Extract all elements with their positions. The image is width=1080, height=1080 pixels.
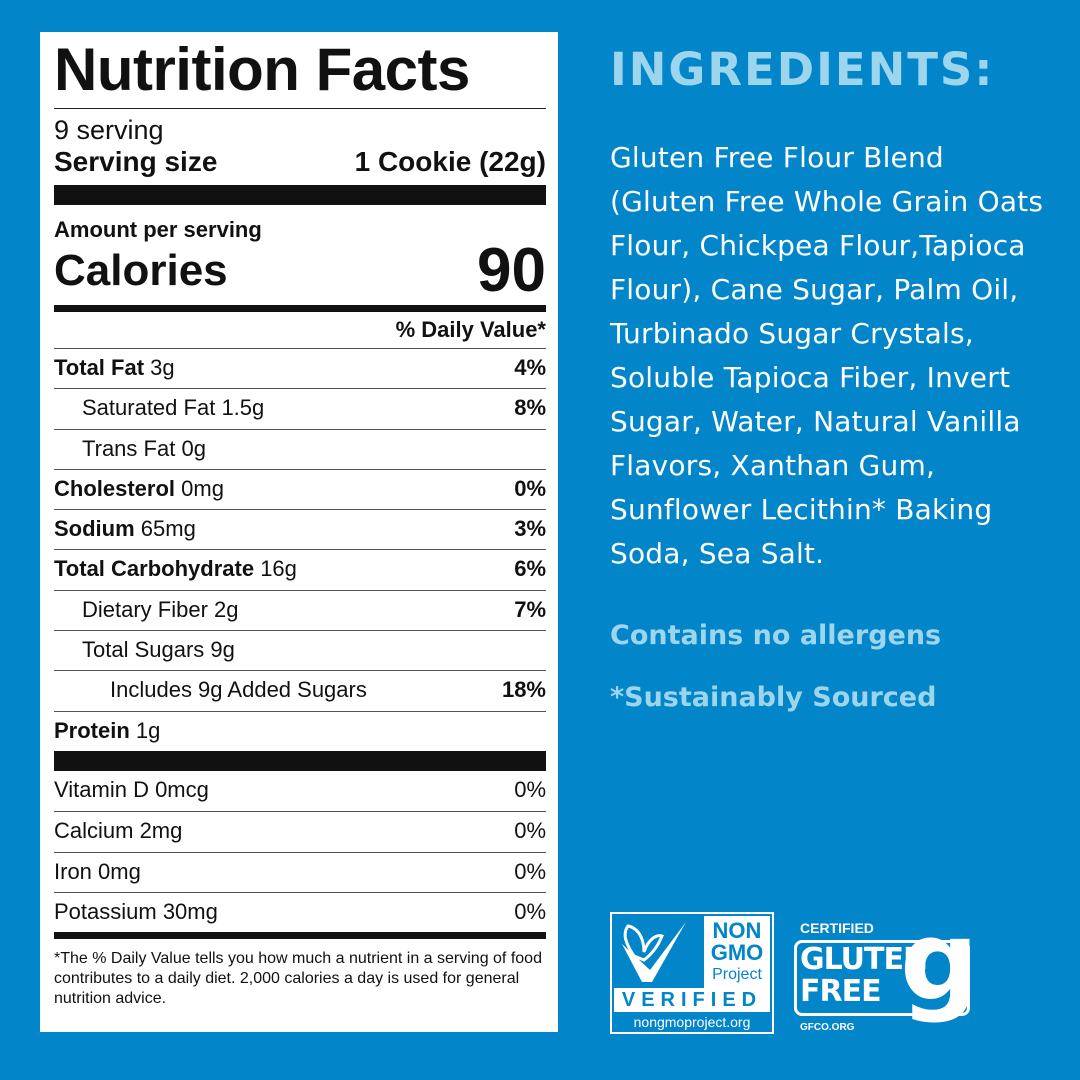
nutrient-amount: 2g — [214, 596, 239, 622]
certification-logos: NON GMO Project VERIFIED nongmoproject.org… — [610, 906, 980, 1034]
nutrient-row: Includes 9g Added Sugars 18% — [54, 670, 546, 710]
allergen-note: Contains no allergens — [610, 620, 942, 651]
calories-value: 90 — [477, 236, 546, 305]
ingredients-panel: INGREDIENTS: Gluten Free Flour Blend (Gl… — [610, 40, 1050, 716]
servings-per-container: 9 serving — [54, 115, 164, 145]
gf-line1: GLUTEN — [800, 942, 928, 977]
nutrient-name: Protein 1g — [54, 712, 160, 751]
nutrient-dv: 0% — [514, 475, 546, 501]
nutrient-dv: 18% — [501, 677, 546, 703]
nutrient-row: Sodium 65mg 3% — [54, 509, 546, 549]
serving-size-label: Serving size — [54, 146, 218, 177]
medium-divider — [54, 932, 546, 940]
vitamin-dv: 0% — [514, 858, 546, 884]
nutrient-dv: 4% — [514, 355, 546, 380]
vitamin-row: Potassium 30mg 0% — [54, 891, 546, 932]
nutrient-label: Includes 9g Added Sugars — [110, 677, 367, 703]
vitamin-name: Calcium 2mg — [54, 818, 183, 844]
nutrient-label: Trans Fat — [82, 435, 176, 461]
medium-divider — [54, 305, 546, 312]
nutrient-name: Total Fat 3g — [54, 349, 175, 388]
nutrient-label: Cholesterol — [54, 475, 176, 501]
nutrient-amount: 1g — [135, 717, 161, 743]
nutrient-row: Total Carbohydrate 16g 6% — [54, 549, 546, 589]
serving-size: Serving size 1 Cookie (22g) — [54, 145, 546, 179]
non-gmo-logo: NON GMO Project VERIFIED nongmoproject.org — [610, 912, 774, 1034]
nutrient-name: Sodium 65mg — [54, 510, 196, 549]
label-title: Nutrition Facts — [54, 36, 470, 103]
nutrient-row: Dietary Fiber 2g 7% — [54, 589, 546, 630]
nutrient-row: Total Fat 3g 4% — [54, 348, 546, 388]
nutrient-label: Sodium — [54, 516, 135, 542]
vitamin-name: Vitamin D 0mcg — [54, 776, 209, 802]
vitamin-name: Iron 0mg — [54, 858, 141, 884]
ingredients-text: Gluten Free Flour Blend (Gluten Free Who… — [610, 141, 1044, 570]
nutrient-name: Trans Fat 0g — [54, 430, 206, 469]
thick-divider — [54, 750, 546, 771]
ingredients-heading: INGREDIENTS: — [610, 43, 995, 96]
nutrient-label: Total Sugars — [82, 637, 205, 663]
nutrient-label: Total Fat — [54, 355, 145, 380]
thick-divider — [54, 185, 546, 205]
nutrient-amount: 3g — [150, 355, 175, 380]
nutrient-label: Protein — [54, 717, 130, 743]
nongmo-verified: VERIFIED — [614, 988, 770, 1012]
nutrient-list: Total Fat 3g 4% Saturated Fat 1.5g 8% Trans … — [54, 348, 546, 751]
nutrient-dv: 6% — [514, 556, 546, 582]
gf-certified: CERTIFIED — [800, 920, 874, 936]
nongmo-line2: GMO — [710, 940, 764, 965]
gf-line2: FREE — [800, 974, 882, 1009]
nutrient-name: Total Sugars 9g — [54, 631, 235, 670]
nutrient-name: Dietary Fiber 2g — [54, 591, 239, 630]
divider — [54, 108, 546, 109]
vitamin-name: Potassium 30mg — [54, 898, 218, 924]
nutrient-dv: 3% — [514, 516, 546, 542]
serving-size-value: 1 Cookie (22g) — [354, 146, 546, 177]
g-icon: g — [900, 897, 979, 1025]
vitamin-row: Iron 0mg 0% — [54, 851, 546, 892]
calories-label: Calories — [54, 246, 228, 295]
nongmo-line1: NON — [712, 918, 762, 943]
gluten-free-logo: CERTIFIED GLUTEN FREE g GFCO.ORG — [794, 906, 980, 1034]
nutrient-amount: 9g — [210, 637, 235, 663]
nutrient-name: Includes 9g Added Sugars — [54, 671, 367, 710]
nongmo-url: nongmoproject.org — [633, 1014, 751, 1030]
nutrient-amount: 65mg — [140, 516, 196, 542]
nutrient-dv: 7% — [514, 596, 546, 622]
nutrition-facts-label: Nutrition Facts 9 serving Serving size 1… — [40, 32, 558, 1032]
vitamin-row: Vitamin D 0mcg 0% — [54, 771, 546, 811]
daily-value-header: % Daily Value* — [395, 317, 546, 342]
nutrient-name: Saturated Fat 1.5g — [54, 389, 264, 428]
nutrient-name: Cholesterol 0mg — [54, 470, 224, 509]
footnote: *The % Daily Value tells you how much a … — [54, 950, 542, 1008]
sourcing-note: *Sustainably Sourced — [610, 682, 937, 713]
nutrient-amount: 1.5g — [221, 395, 265, 421]
nutrient-label: Total Carbohydrate — [54, 556, 255, 582]
vitamin-dv: 0% — [514, 898, 546, 924]
nutrient-row: Saturated Fat 1.5g 8% — [54, 388, 546, 428]
nongmo-line3: Project — [712, 966, 762, 983]
amount-per-serving: Amount per serving — [54, 217, 262, 242]
vitamin-list: Vitamin D 0mcg 0% Calcium 2mg 0% Iron 0mg 0% P… — [54, 771, 546, 932]
nutrient-name: Total Carbohydrate 16g — [54, 550, 297, 589]
nutrient-amount: 16g — [260, 556, 297, 582]
gf-url: GFCO.ORG — [800, 1022, 855, 1033]
vitamin-dv: 0% — [514, 776, 546, 802]
butterfly-check-icon — [622, 922, 686, 982]
nutrient-row: Cholesterol 0mg 0% — [54, 468, 546, 509]
nutrient-label: Saturated Fat — [82, 395, 216, 421]
nutrient-row: Protein 1g — [54, 710, 546, 751]
nutrient-row: Trans Fat 0g — [54, 428, 546, 469]
nutrient-amount: 0mg — [181, 475, 224, 501]
vitamin-dv: 0% — [514, 818, 546, 844]
nutrient-row: Total Sugars 9g — [54, 630, 546, 670]
calories-row: Calories 90 — [54, 236, 546, 305]
nutrient-amount: 0g — [181, 435, 206, 461]
nutrient-dv: 8% — [514, 395, 546, 421]
vitamin-row: Calcium 2mg 0% — [54, 811, 546, 851]
nutrient-label: Dietary Fiber — [82, 596, 208, 622]
